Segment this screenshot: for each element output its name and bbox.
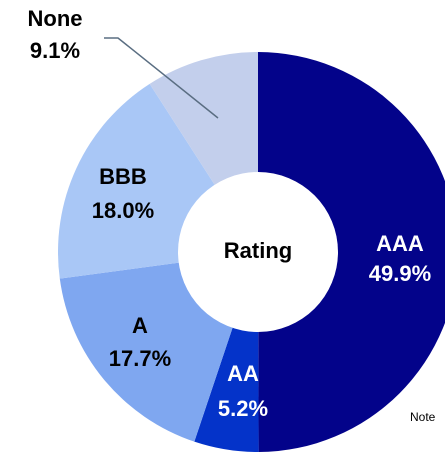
value-label: 18.0% (92, 198, 154, 223)
value-label: 9.1% (30, 38, 80, 63)
slice (258, 52, 445, 452)
slice-label: A (132, 313, 148, 338)
note: Note (410, 410, 436, 424)
center-label: Rating (224, 238, 292, 263)
value-label: 17.7% (109, 346, 171, 371)
donut-hole (178, 172, 338, 332)
slice-label: AAA (376, 231, 424, 256)
slice-label: AA (227, 361, 259, 386)
leader-line (104, 37, 219, 119)
slice-label: BBB (99, 164, 147, 189)
slice-label: None (28, 6, 83, 31)
value-label: 5.2% (218, 396, 268, 421)
value-label: 49.9% (369, 261, 431, 286)
